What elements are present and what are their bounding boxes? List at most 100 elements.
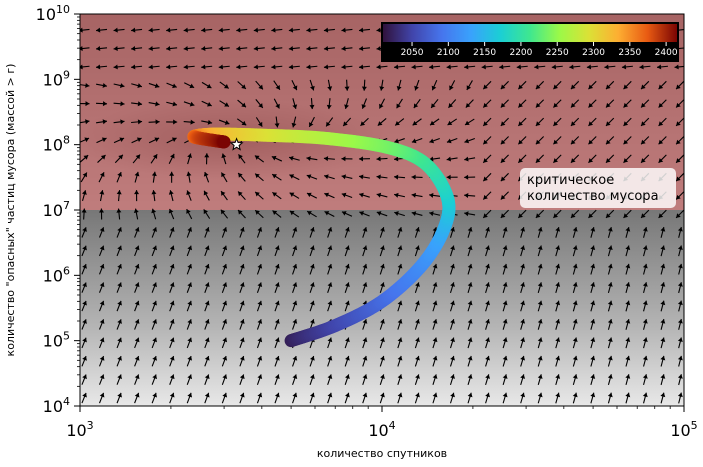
field-arrow-head	[186, 171, 192, 177]
field-arrow-head	[187, 227, 193, 232]
y-tick-label: 105	[43, 330, 70, 351]
field-arrow-head	[99, 392, 105, 398]
field-arrow-head	[411, 192, 417, 198]
field-arrow-head	[116, 208, 122, 213]
field-arrow-head	[553, 139, 559, 145]
field-arrow-head	[324, 211, 330, 216]
field-arrow-head	[467, 227, 473, 232]
field-arrow-head	[411, 211, 417, 217]
field-arrow-head	[84, 137, 90, 143]
field-arrow-head	[502, 392, 508, 398]
field-arrow-head	[641, 102, 646, 108]
field-arrow-head	[204, 300, 210, 306]
field-arrow-head	[397, 263, 403, 269]
field-arrow-head	[397, 392, 403, 398]
field-arrow-head	[397, 355, 403, 361]
field-arrow-head	[394, 211, 399, 216]
field-arrow-head	[555, 300, 561, 306]
field-arrow-head	[362, 319, 368, 324]
field-arrow-head	[155, 101, 160, 107]
field-arrow-head	[677, 282, 683, 287]
field-arrow-head	[275, 103, 280, 109]
field-arrow-head	[255, 191, 260, 197]
field-arrow-head	[535, 102, 541, 108]
field-arrow-head	[677, 337, 683, 342]
field-arrow-head	[450, 374, 455, 379]
field-arrow-head	[658, 121, 664, 126]
colorbar-tick-label: 2250	[546, 48, 569, 58]
colorbar-gradient	[383, 24, 677, 42]
field-arrow-head	[362, 245, 368, 251]
field-arrow-head	[222, 392, 228, 398]
field-arrow-head	[361, 104, 367, 109]
field-arrow-head	[101, 137, 107, 143]
field-arrow-head	[117, 300, 122, 306]
field-arrow-head	[239, 392, 245, 398]
field-arrow-head	[118, 154, 123, 160]
field-arrow-head	[520, 337, 526, 343]
field-arrow-head	[307, 211, 312, 216]
field-arrow-head	[660, 337, 666, 342]
field-arrow-head	[535, 121, 541, 126]
field-arrow-head	[189, 101, 195, 107]
field-arrow-head	[99, 264, 105, 269]
field-arrow-head	[327, 245, 333, 251]
field-arrow-head	[572, 245, 578, 251]
field-arrow-head	[604, 64, 609, 70]
field-arrow-head	[173, 119, 178, 125]
field-arrow-head	[239, 282, 245, 288]
field-arrow-head	[362, 355, 368, 361]
field-arrow-head	[588, 121, 594, 126]
field-arrow-head	[327, 282, 333, 287]
field-arrow-head	[310, 300, 315, 306]
field-arrow-head	[119, 137, 125, 143]
field-arrow-head	[623, 121, 629, 126]
colorbar-tick-label: 2150	[473, 48, 496, 58]
field-arrow-head	[448, 103, 453, 108]
field-arrow-head	[292, 356, 298, 361]
field-arrow-head	[99, 172, 105, 177]
field-arrow-head	[310, 282, 315, 287]
field-arrow-head	[327, 392, 333, 398]
field-arrow-head	[500, 121, 506, 126]
field-arrow-head	[310, 227, 315, 232]
field-arrow-head	[555, 282, 561, 287]
field-arrow-head	[152, 374, 157, 380]
field-arrow-head	[396, 103, 401, 109]
colorbar-tick-label: 2400	[655, 48, 678, 58]
field-arrow-head	[660, 374, 666, 379]
field-arrow-head	[117, 392, 122, 398]
field-arrow-head	[222, 356, 228, 361]
field-arrow-head	[535, 213, 541, 218]
field-arrow-head	[117, 282, 122, 288]
field-arrow-head	[274, 123, 280, 128]
field-arrow-head	[119, 83, 125, 88]
field-arrow-head	[570, 139, 576, 145]
field-arrow-head	[102, 101, 108, 107]
field-arrow-head	[572, 374, 578, 379]
field-arrow-head	[415, 392, 420, 398]
field-arrow-head	[169, 264, 175, 269]
field-arrow-head	[376, 27, 381, 33]
field-arrow-head	[432, 337, 438, 343]
field-arrow-head	[274, 392, 280, 398]
field-arrow-head	[397, 319, 403, 324]
field-arrow-head	[572, 319, 578, 324]
field-arrow-head	[183, 46, 188, 52]
field-arrow-head	[415, 227, 420, 232]
field-arrow-head	[570, 213, 576, 218]
field-arrow-head	[239, 337, 245, 343]
field-arrow-head	[134, 392, 140, 398]
field-arrow-head	[676, 158, 681, 163]
field-arrow-head	[239, 300, 245, 306]
field-arrow-head	[81, 190, 87, 195]
field-arrow-head	[134, 374, 140, 380]
field-arrow-head	[590, 263, 596, 269]
field-arrow-head	[537, 374, 543, 379]
field-arrow-head	[502, 282, 508, 287]
field-arrow-head	[171, 137, 177, 142]
field-arrow-head	[660, 282, 666, 287]
field-arrow-head	[537, 227, 543, 232]
field-arrow-head	[204, 374, 210, 380]
field-arrow-head	[572, 392, 578, 398]
